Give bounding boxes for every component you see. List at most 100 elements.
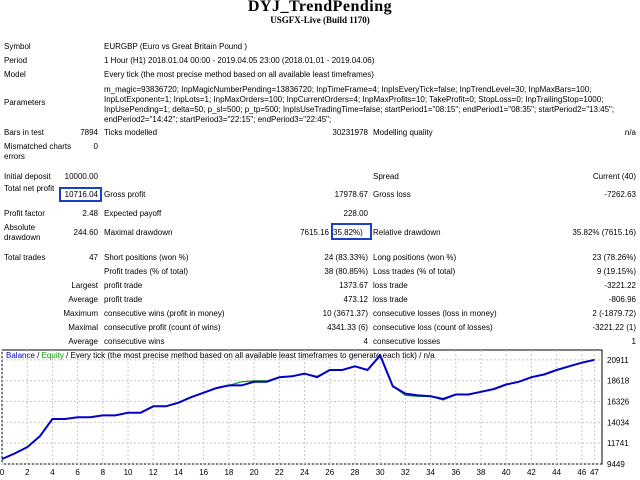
short-pos-value: 24 (83.33%) [324, 253, 368, 262]
gross-loss-value: -7262.63 [604, 190, 636, 199]
period-value: 1 Hour (H1) 2018.01.04 00:00 - 2019.04.0… [104, 56, 375, 65]
average-losses-value: 1 [631, 337, 636, 346]
profit-factor-value: 2.48 [82, 209, 98, 218]
maximal-loss-value: -3221.22 (1) [592, 323, 636, 332]
profit-trades-value: 38 (80.85%) [324, 267, 368, 276]
mismatch-value: 0 [93, 142, 98, 151]
spread-label: Spread [373, 172, 399, 181]
maximal-label: Maximal [68, 323, 98, 332]
average-loss-label: loss trade [373, 295, 408, 304]
x-tick-label: 10 [124, 468, 133, 477]
largest-profit-label: profit trade [104, 281, 143, 290]
x-tick-label: 4 [50, 468, 55, 477]
maximal-profit-value: 4341.33 (6) [327, 323, 368, 332]
maximal-loss-label: consecutive loss (count of losses) [373, 323, 493, 332]
x-tick-label: 0 [0, 468, 5, 477]
x-tick-label: 2 [25, 468, 30, 477]
model-value: Every tick (the most precise method base… [104, 70, 374, 79]
gross-loss-label: Gross loss [373, 190, 411, 199]
maximum-wins-label: consecutive wins (profit in money) [104, 309, 225, 318]
parameters-label: Parameters [4, 98, 46, 107]
long-pos-value: 23 (78.26%) [592, 253, 636, 262]
total-trades-value: 47 [89, 253, 98, 262]
x-tick-label: 40 [502, 468, 511, 477]
max-drawdown-highlight [331, 223, 372, 240]
long-pos-label: Long positions (won %) [373, 253, 457, 262]
x-tick-label: 32 [401, 468, 410, 477]
quality-value: n/a [624, 128, 636, 137]
spread-value: Current (40) [592, 172, 636, 181]
largest-profit-value: 1373.67 [339, 281, 368, 290]
x-tick-label: 18 [224, 468, 233, 477]
max-drawdown-value: 7615.16 [300, 228, 329, 237]
average-label: Average [68, 295, 98, 304]
abs-drawdown-value: 244.60 [73, 228, 98, 237]
expected-payoff-value: 228.00 [343, 209, 368, 218]
x-tick-label: 38 [477, 468, 486, 477]
gross-profit-value: 17978.67 [334, 190, 368, 199]
quality-label: Modelling quality [373, 128, 433, 137]
chart-legend: Balance / Equity / Every tick (the most … [6, 351, 435, 360]
y-tick-label: 14034 [607, 418, 630, 427]
chart-frame [1, 349, 603, 465]
net-profit-label: Total net profit [4, 184, 55, 193]
maximum-wins-value: 10 (3671.37) [322, 309, 368, 318]
x-tick-label: 12 [149, 468, 158, 477]
x-tick-label: 34 [426, 468, 435, 477]
model-label: Model [4, 70, 26, 79]
symbol-label: Symbol [4, 42, 31, 51]
x-tick-label: 42 [527, 468, 536, 477]
net-profit-value: 10716.04 [64, 190, 98, 199]
x-tick-label: 22 [275, 468, 284, 477]
x-tick-label: 47 [590, 468, 599, 477]
x-tick-label: 26 [325, 468, 334, 477]
maximum-losses-label: consecutive losses (loss in money) [373, 309, 497, 318]
ticks-label: Ticks modelled [104, 128, 158, 137]
max-drawdown-pct: 35.82%) [333, 228, 363, 237]
ticks-value: 30231978 [332, 128, 368, 137]
average-loss-value: -806.96 [608, 295, 636, 304]
gross-profit-label: Gross profit [104, 190, 146, 199]
x-tick-label: 20 [250, 468, 259, 477]
rel-drawdown-label: Relative drawdown [373, 228, 441, 237]
x-tick-label: 30 [376, 468, 385, 477]
bars-value: 7894 [80, 128, 98, 137]
average-wins-label: consecutive wins [104, 337, 165, 346]
x-tick-label: 14 [174, 468, 183, 477]
period-label: Period [4, 56, 28, 65]
x-tick-label: 28 [350, 468, 359, 477]
bars-label: Bars in test [4, 128, 45, 137]
deposit-label: Initial deposit [4, 172, 51, 181]
total-trades-label: Total trades [4, 253, 46, 262]
average-profit-label: profit trade [104, 295, 143, 304]
loss-trades-value: 9 (19.15%) [596, 267, 636, 276]
legend-balance: Balance [6, 351, 35, 360]
report-title: DYJ_TrendPending [247, 0, 393, 15]
loss-trades-label: Loss trades (% of total) [373, 267, 456, 276]
short-pos-label: Short positions (won %) [104, 253, 189, 262]
expected-payoff-label: Expected payoff [104, 209, 162, 218]
report-subtitle: USGFX-Live (Build 1170) [270, 15, 370, 25]
maximum-label: Maximum [63, 309, 98, 318]
max-drawdown-label: Maximal drawdown [104, 228, 173, 237]
x-tick-label: 24 [300, 468, 309, 477]
average-wins-value: 4 [363, 337, 368, 346]
profit-trades-label: Profit trades (% of total) [104, 267, 189, 276]
y-tick-label: 16326 [607, 398, 630, 407]
largest-label: Largest [71, 281, 98, 290]
largest-loss-value: -3221.22 [604, 281, 636, 290]
mismatch-label: Mismatched charts errors [4, 142, 72, 161]
x-tick-label: 16 [199, 468, 208, 477]
maximal-profit-label: consecutive profit (count of wins) [104, 323, 221, 332]
balance-line [1, 353, 595, 460]
parameters-value: m_magic=93836720; InpMagicNumberPending=… [104, 85, 615, 124]
legend-equity: Equity [41, 351, 64, 360]
average-consecutive-label: Average [68, 337, 98, 346]
average-losses-label: consecutive losses [373, 337, 441, 346]
y-tick-label: 20911 [607, 356, 629, 365]
abs-drawdown-label: Absolute drawdown [4, 223, 41, 242]
x-tick-label: 36 [451, 468, 460, 477]
legend-description: / Every tick (the most precise method ba… [63, 351, 435, 360]
legend-sep: / [34, 351, 42, 360]
